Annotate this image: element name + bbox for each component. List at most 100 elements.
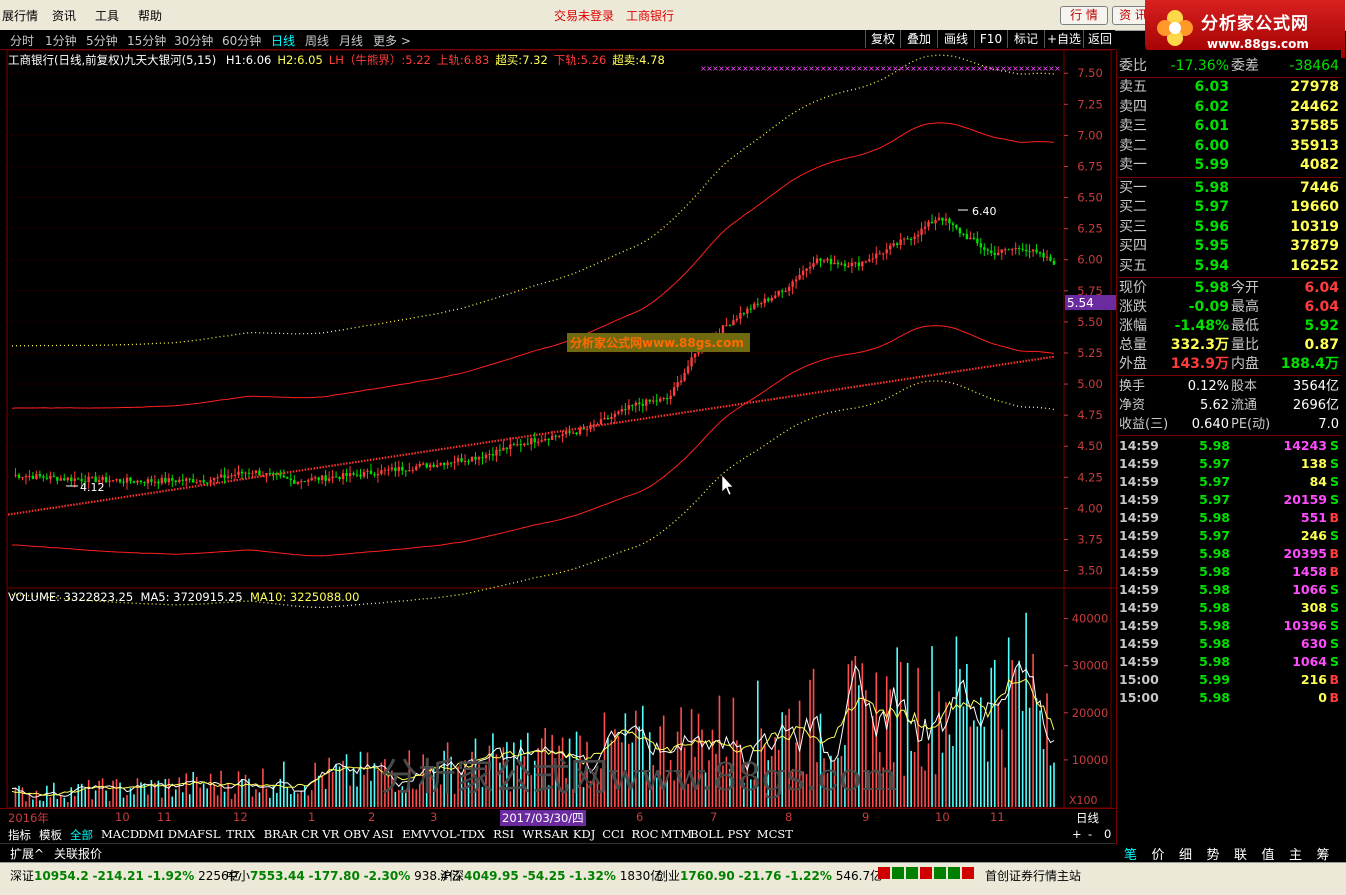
candle-body xyxy=(672,387,676,396)
period-60min[interactable]: 60分钟 xyxy=(222,34,262,48)
period-1min[interactable]: 1分钟 xyxy=(45,34,77,48)
indicator-tab[interactable]: MCST xyxy=(756,827,793,841)
indicator-tab[interactable]: VR xyxy=(322,827,340,841)
overlay-button[interactable]: 叠加 xyxy=(900,30,937,48)
chart-area[interactable]: 7.50 7.25 7.00 6.75 6.50 6.25 6.00 5.75 5.50 5.25… xyxy=(0,50,1116,810)
y-tick-label: 5.25 xyxy=(1077,346,1103,360)
indicator-tab[interactable]: 全部 xyxy=(70,828,93,842)
tick-volume: 1064 xyxy=(1292,654,1327,669)
candle-body xyxy=(45,477,49,479)
indicator-tab[interactable]: ASI xyxy=(372,827,394,841)
candle-body xyxy=(49,475,52,479)
candle-body xyxy=(35,474,38,479)
adjust-button[interactable]: 复权 xyxy=(865,30,900,48)
indicator-tab[interactable]: VOL-TDX xyxy=(431,827,486,841)
indicator-tab[interactable]: 模板 xyxy=(39,828,62,842)
panel-tab[interactable]: 值 xyxy=(1261,848,1275,863)
indicator-tab[interactable]: FSL xyxy=(197,827,221,841)
volume-ma5-line xyxy=(11,661,1055,798)
indicator-tab[interactable]: OBV xyxy=(343,827,370,841)
indicator-tab[interactable]: WR xyxy=(522,827,543,841)
period-5min[interactable]: 5分钟 xyxy=(86,34,118,48)
candle-body xyxy=(481,457,484,459)
period-tick[interactable]: 分时 xyxy=(10,34,35,48)
candle-body xyxy=(554,435,557,437)
zoom-control[interactable]: - xyxy=(1088,827,1093,841)
indicator-tab[interactable]: DMA xyxy=(167,827,197,841)
candle-body xyxy=(780,290,784,292)
panel-tab[interactable]: 细 xyxy=(1179,848,1193,863)
index-quote[interactable]: 创业1760.90 -21.76 -1.22% 546.7亿 xyxy=(656,867,882,884)
back-button[interactable]: 返回 xyxy=(1083,30,1116,48)
indicator-tab[interactable]: CCI xyxy=(602,827,625,841)
divider xyxy=(1117,176,1341,178)
trade-login-status[interactable]: 交易未登录 xyxy=(554,9,615,23)
menu-item-tools[interactable]: 工具 xyxy=(95,9,120,23)
index-quote[interactable]: 中小7553.44 -177.80 -2.30% 938.4亿 xyxy=(226,867,460,884)
panel-tab[interactable]: 联 xyxy=(1234,848,1248,863)
asks-row[interactable]: 卖三 6.01 37585 xyxy=(1117,117,1341,136)
panel-tab[interactable]: 价 xyxy=(1151,848,1165,863)
indicator-tab[interactable]: MACD xyxy=(101,827,140,841)
zoom-control[interactable]: + xyxy=(1072,827,1082,841)
expand-button[interactable]: 扩展^ xyxy=(10,847,45,861)
panel-tab[interactable]: 势 xyxy=(1206,848,1220,863)
indicator-tab[interactable]: DMI xyxy=(138,827,164,841)
panel-tab[interactable]: 主 xyxy=(1289,848,1303,863)
candle-body xyxy=(474,456,477,460)
candle-body xyxy=(352,473,355,475)
indicator-tab[interactable]: SAR xyxy=(543,827,569,841)
asks-row[interactable]: 卖一 5.99 4082 xyxy=(1117,156,1341,175)
zoom-control[interactable]: 0 xyxy=(1104,827,1112,841)
menu-item-help[interactable]: 帮助 xyxy=(138,9,163,23)
indicator-tab[interactable]: MTM xyxy=(660,827,693,841)
indicator-tab[interactable]: CR xyxy=(301,827,319,841)
indicator-tab[interactable]: EMV xyxy=(402,827,431,841)
date-label: 8 xyxy=(785,810,793,824)
asks-row[interactable]: 卖四 6.02 24462 xyxy=(1117,98,1341,117)
quotes-button[interactable]: 行 情 xyxy=(1060,6,1108,25)
f10-button[interactable]: F10 xyxy=(974,30,1007,48)
period-weekly[interactable]: 周线 xyxy=(305,34,330,48)
period-15min[interactable]: 15分钟 xyxy=(127,34,167,48)
indicator-tab[interactable]: RSI xyxy=(493,827,515,841)
index-quote[interactable]: 深证10954.2 -214.21 -1.92% 2256亿 xyxy=(10,867,241,884)
period-more[interactable]: 更多 > xyxy=(373,34,411,48)
mark-button[interactable]: 标记 xyxy=(1007,30,1044,48)
candle-body xyxy=(94,476,97,482)
tick-row: 14:59 5.98 1066 S xyxy=(1117,581,1341,599)
asks-row[interactable]: 卖五 6.03 27978 xyxy=(1117,78,1341,97)
indicator-tab[interactable]: 指标 xyxy=(8,828,31,842)
indicator-tab[interactable]: TRIX xyxy=(226,827,256,841)
indicator-tab[interactable]: KDJ xyxy=(572,827,596,841)
indicator-tab[interactable]: PSY xyxy=(727,827,751,841)
candle-body xyxy=(320,475,324,480)
add-watchlist-button[interactable]: +自选 xyxy=(1044,30,1083,48)
bids-row[interactable]: 买二 5.97 19660 xyxy=(1117,198,1341,217)
bids-row[interactable]: 买三 5.96 10319 xyxy=(1117,218,1341,237)
candle-body xyxy=(408,470,411,472)
signal-mark: × xyxy=(826,64,833,73)
panel-tab[interactable]: 筹 xyxy=(1316,848,1330,863)
indicator-tab[interactable]: BRAR xyxy=(263,827,298,841)
menu-item-news[interactable]: 资讯 xyxy=(52,9,77,23)
bids-row[interactable]: 买一 5.98 7446 xyxy=(1117,179,1341,198)
indicator-tab[interactable]: BOLL xyxy=(690,827,724,841)
quote-value: 2696亿 xyxy=(1292,398,1339,413)
period-30min[interactable]: 30分钟 xyxy=(174,34,214,48)
indicator-tab[interactable]: ROC xyxy=(631,827,659,841)
menu-item-quotes[interactable]: 展行情 xyxy=(2,9,39,23)
index-quote[interactable]: 沪深4049.95 -54.25 -1.32% 1830亿 xyxy=(440,867,662,884)
candle-body xyxy=(676,382,679,388)
y-tick-label: 6.75 xyxy=(1077,159,1103,173)
period-monthly[interactable]: 月线 xyxy=(339,34,364,48)
bids-row[interactable]: 买五 5.94 16252 xyxy=(1117,257,1341,276)
panel-tab[interactable]: 笔 xyxy=(1124,848,1138,863)
index-name: 中小 xyxy=(226,869,251,883)
tick-price: 5.99 xyxy=(1199,672,1230,687)
related-quotes-button[interactable]: 关联报价 xyxy=(54,847,103,861)
period-daily[interactable]: 日线 xyxy=(271,34,296,48)
asks-row[interactable]: 卖二 6.00 35913 xyxy=(1117,137,1341,156)
draw-line-button[interactable]: 画线 xyxy=(937,30,974,48)
bids-row[interactable]: 买四 5.95 37879 xyxy=(1117,237,1341,256)
